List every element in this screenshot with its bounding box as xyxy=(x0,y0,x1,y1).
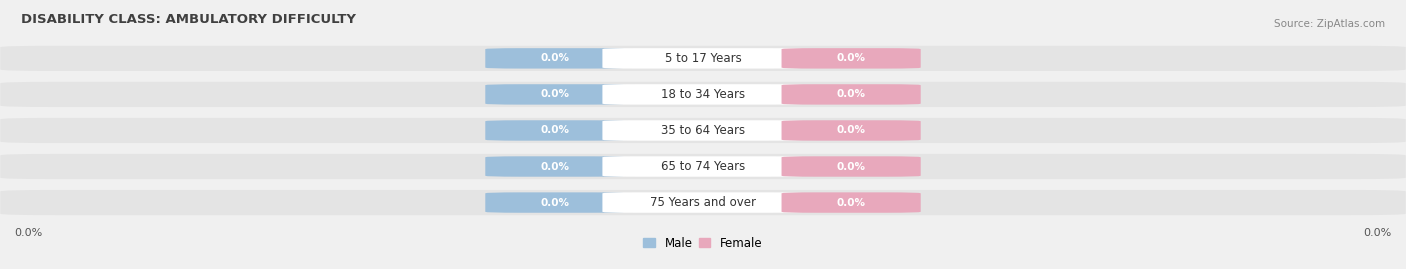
Text: 0.0%: 0.0% xyxy=(540,161,569,172)
FancyBboxPatch shape xyxy=(782,156,921,177)
FancyBboxPatch shape xyxy=(782,48,921,69)
FancyBboxPatch shape xyxy=(0,118,1406,143)
FancyBboxPatch shape xyxy=(782,84,921,105)
Text: 0.0%: 0.0% xyxy=(540,89,569,100)
Text: 0.0%: 0.0% xyxy=(837,161,866,172)
Text: Source: ZipAtlas.com: Source: ZipAtlas.com xyxy=(1274,19,1385,29)
Text: 35 to 64 Years: 35 to 64 Years xyxy=(661,124,745,137)
Text: 0.0%: 0.0% xyxy=(540,197,569,208)
Text: DISABILITY CLASS: AMBULATORY DIFFICULTY: DISABILITY CLASS: AMBULATORY DIFFICULTY xyxy=(21,13,356,26)
FancyBboxPatch shape xyxy=(485,156,624,177)
Legend: Male, Female: Male, Female xyxy=(638,232,768,254)
Text: 0.0%: 0.0% xyxy=(837,53,866,63)
Text: 65 to 74 Years: 65 to 74 Years xyxy=(661,160,745,173)
FancyBboxPatch shape xyxy=(602,84,804,105)
FancyBboxPatch shape xyxy=(602,156,804,177)
Text: 75 Years and over: 75 Years and over xyxy=(650,196,756,209)
FancyBboxPatch shape xyxy=(602,120,804,141)
Text: 0.0%: 0.0% xyxy=(837,89,866,100)
Text: 18 to 34 Years: 18 to 34 Years xyxy=(661,88,745,101)
Text: 0.0%: 0.0% xyxy=(540,53,569,63)
Text: 0.0%: 0.0% xyxy=(540,125,569,136)
Text: 0.0%: 0.0% xyxy=(1364,228,1392,238)
FancyBboxPatch shape xyxy=(0,82,1406,107)
FancyBboxPatch shape xyxy=(485,84,624,105)
FancyBboxPatch shape xyxy=(485,192,624,213)
Text: 5 to 17 Years: 5 to 17 Years xyxy=(665,52,741,65)
Text: 0.0%: 0.0% xyxy=(837,197,866,208)
Text: 0.0%: 0.0% xyxy=(14,228,42,238)
FancyBboxPatch shape xyxy=(0,190,1406,215)
Text: 0.0%: 0.0% xyxy=(837,125,866,136)
FancyBboxPatch shape xyxy=(782,192,921,213)
FancyBboxPatch shape xyxy=(485,120,624,141)
FancyBboxPatch shape xyxy=(485,48,624,69)
FancyBboxPatch shape xyxy=(782,120,921,141)
FancyBboxPatch shape xyxy=(602,48,804,69)
FancyBboxPatch shape xyxy=(0,154,1406,179)
FancyBboxPatch shape xyxy=(0,46,1406,71)
FancyBboxPatch shape xyxy=(602,192,804,213)
